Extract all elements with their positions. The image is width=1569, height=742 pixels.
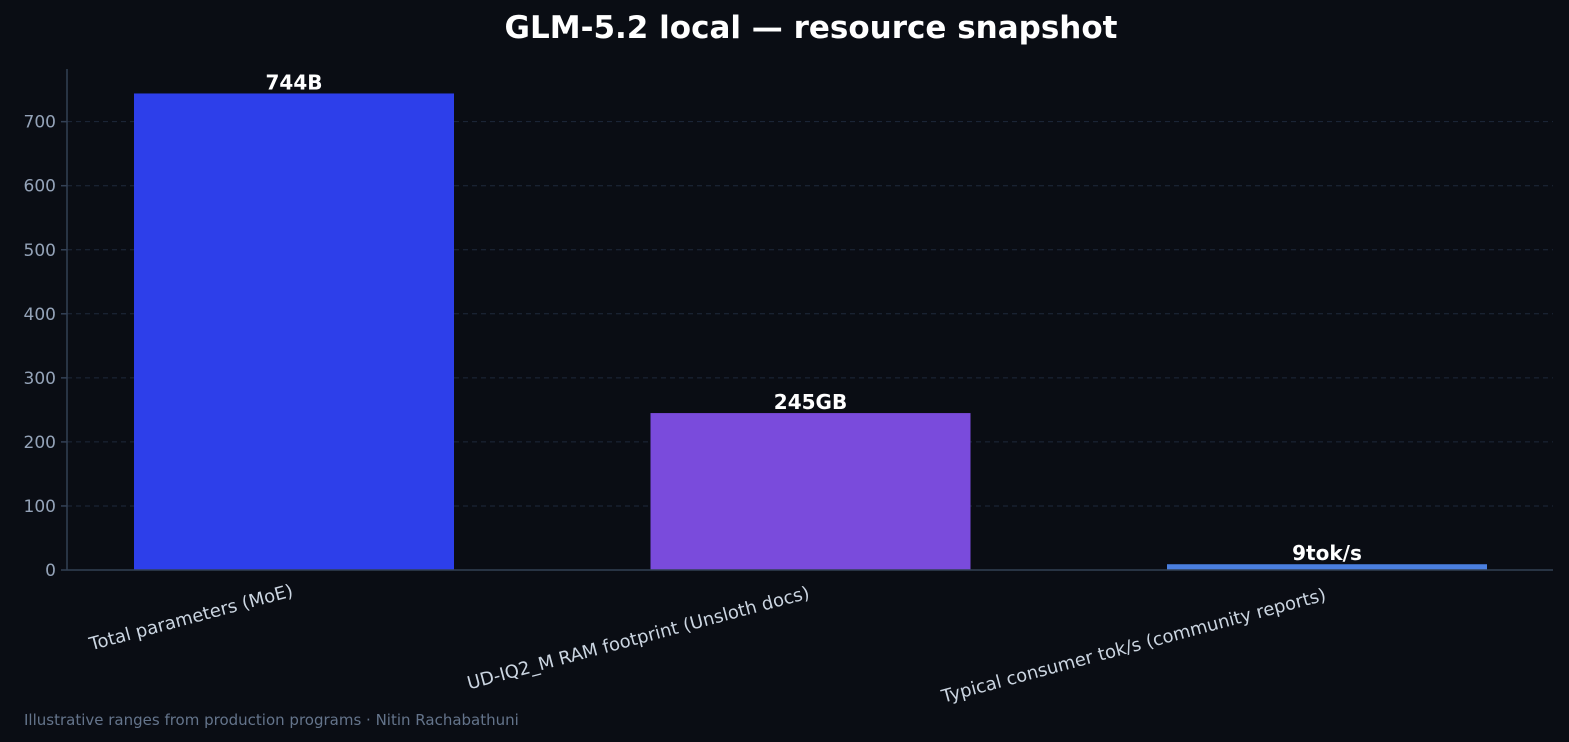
y-tick-label: 700 [24, 113, 56, 133]
y-tick-label: 100 [24, 497, 56, 517]
chart-title: GLM-5.2 local — resource snapshot [505, 10, 1118, 46]
data-label: 744B [266, 70, 323, 94]
y-tick-label: 300 [24, 369, 56, 389]
y-tick-label: 200 [24, 433, 56, 453]
y-tick-labels: 0 100 200 300 400 500 600 700 [24, 113, 67, 581]
y-tick-label: 0 [45, 561, 56, 581]
y-tick-label: 600 [24, 177, 56, 197]
data-label: 245GB [774, 390, 847, 414]
y-tick-label: 400 [24, 305, 56, 325]
data-label: 9tok/s [1292, 541, 1362, 565]
footer-note: Illustrative ranges from production prog… [24, 711, 519, 729]
data-labels: 744B 245GB 9tok/s [266, 70, 1362, 565]
bar [1167, 564, 1487, 570]
bar [650, 413, 971, 570]
y-tick-label: 500 [24, 241, 56, 261]
bars [134, 93, 1487, 570]
bar [134, 93, 454, 570]
